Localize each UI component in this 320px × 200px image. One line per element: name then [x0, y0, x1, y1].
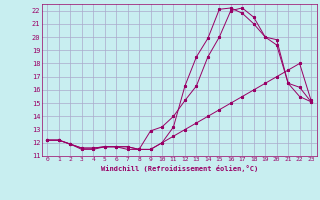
X-axis label: Windchill (Refroidissement éolien,°C): Windchill (Refroidissement éolien,°C) — [100, 165, 258, 172]
